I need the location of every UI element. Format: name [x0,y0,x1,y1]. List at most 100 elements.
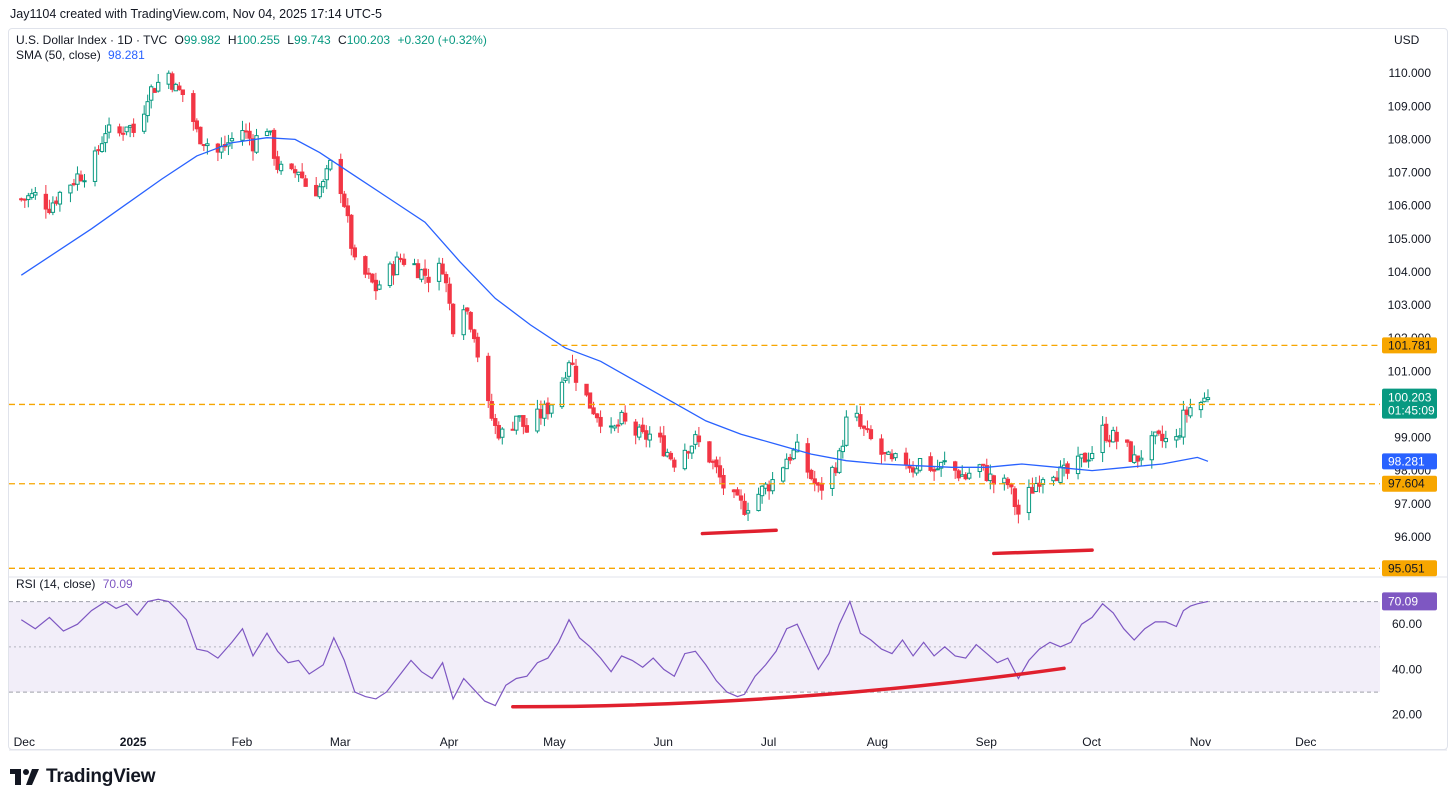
candle-down [735,487,740,496]
candle-up [33,186,38,200]
date-label: 2025 [120,735,147,749]
candle-down [1054,471,1060,482]
candle-up [75,166,80,191]
candle-up [145,94,150,123]
candle-body [1156,430,1161,434]
candle-body [910,467,916,473]
symbol-legend[interactable]: U.S. Dollar Index · 1D · TVC O99.982 H10… [16,33,487,47]
candle-body [1079,453,1084,459]
candle-up [1149,430,1154,469]
candle-body [1033,483,1039,492]
candle-up [173,82,178,92]
candle-down [338,153,343,204]
candle-body [250,138,256,152]
candle-down [289,163,294,171]
candle-body [844,416,849,446]
candle-body [1005,478,1011,486]
price-tick-label: 97.000 [1394,497,1431,511]
candle-body [75,173,80,185]
candle-body [598,416,603,427]
sma-value: 98.281 [108,48,145,62]
candle-body [573,365,579,383]
annotation-line-3 [511,666,1066,709]
candle-up [1188,398,1193,419]
price-tick-label: 101.000 [1388,364,1432,378]
candle-up [419,268,424,283]
candle-body [127,125,133,128]
sma-50-line [20,137,1209,472]
candle-down [1016,499,1021,524]
candle-body [194,120,199,130]
candle-down [131,118,136,138]
candle-down [788,453,793,465]
candle-down [47,199,52,215]
candle-down [363,255,368,279]
date-label: Dec [1295,735,1316,749]
candle-up [1202,392,1207,403]
candle-down [440,257,445,275]
candle-body [889,453,895,460]
candle-body [352,247,357,258]
candle-down [493,413,498,435]
rsi-badge-text: 70.09 [1388,594,1418,608]
candle-body [524,425,530,433]
candle-body [419,269,424,280]
candle-body [1205,397,1211,400]
price-tick-label: 110.000 [1389,66,1432,80]
currency-label[interactable]: USD [1386,30,1442,50]
candle-body [1089,452,1095,460]
tradingview-logo[interactable]: TradingView [10,766,156,788]
candle-down [447,277,452,311]
candle-down [868,425,874,441]
candle-body [275,156,280,170]
candle-body [71,183,77,186]
candle-body [960,474,965,477]
candle-body [229,138,235,142]
rsi-legend[interactable]: RSI (14, close) 70.09 [16,577,133,591]
candle-body [401,258,407,265]
candle-down [468,311,473,333]
candle-up [1040,477,1046,494]
candle-body [447,283,452,304]
candle-down [1160,425,1165,448]
candle-body [861,425,867,429]
candle-body [587,392,593,409]
candle-up [840,439,846,459]
candle-body [612,425,617,429]
candle-body [717,465,723,478]
candle-up [324,164,329,190]
candle-body [324,168,329,181]
sma-legend[interactable]: SMA (50, close) 98.281 [16,48,145,62]
candle-up [328,159,333,172]
candle-body [149,86,154,101]
date-label: Jul [761,735,776,749]
candle-body [686,451,691,454]
candle-down [658,426,663,443]
candle-body [240,130,245,141]
candle-up [745,502,751,522]
candle-body [644,430,649,440]
level-badge-bg [1382,560,1437,577]
candle-body [292,169,298,174]
candle-up [1153,431,1158,445]
candle-body [489,401,494,419]
candle-up [166,70,171,90]
candle-body [120,132,126,135]
candle-up [219,137,224,159]
sma-badge-bg [1382,453,1437,470]
symbol-name: U.S. Dollar Index · 1D · TVC [16,33,168,47]
candle-body [535,408,540,432]
candle-down [910,461,916,478]
candle-body [566,362,572,377]
candle-body [43,193,49,210]
candle-down [370,273,375,284]
candle-down [342,190,347,208]
candle-down [373,272,379,300]
candle-body [584,383,589,396]
candle-body [328,159,333,170]
candle-body [54,200,59,204]
candle-down [889,449,895,462]
candle-body [984,465,989,482]
candle-up [142,105,147,134]
